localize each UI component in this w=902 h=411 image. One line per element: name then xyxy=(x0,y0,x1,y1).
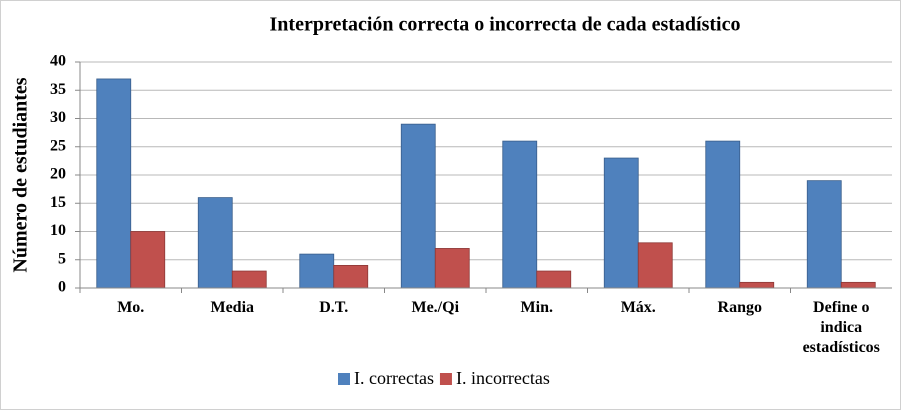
bar xyxy=(434,248,470,289)
bar xyxy=(840,281,876,289)
x-tick-label: Define o indica estadísticos xyxy=(802,299,880,356)
bar xyxy=(130,231,166,289)
bar xyxy=(739,281,775,289)
bar xyxy=(96,78,132,289)
bar xyxy=(231,270,267,289)
y-tick-label: 25 xyxy=(50,137,66,154)
bar xyxy=(197,197,233,289)
chart-title: Interpretación correcta o incorrecta de … xyxy=(270,14,741,36)
legend-swatch xyxy=(338,373,350,385)
y-tick-label: 5 xyxy=(58,250,66,267)
bar xyxy=(603,157,639,289)
y-tick-label: 10 xyxy=(50,222,66,239)
y-tick-label: 35 xyxy=(50,81,66,98)
y-tick-label: 0 xyxy=(58,279,66,296)
y-tick-label: 40 xyxy=(50,53,66,70)
x-tick-label: D.T. xyxy=(319,299,349,316)
bar xyxy=(536,270,572,289)
bar xyxy=(502,140,538,289)
x-tick-label: Me./Qi xyxy=(411,299,460,316)
x-tick-label: Min. xyxy=(520,299,553,316)
x-tick-label: Media xyxy=(210,299,255,316)
legend-label: I. incorrectas xyxy=(456,368,550,388)
legend-label: I. correctas xyxy=(354,368,434,388)
bar xyxy=(333,264,369,289)
x-tick-label: Máx. xyxy=(620,299,656,316)
y-tick-label: 15 xyxy=(50,194,66,211)
bar xyxy=(299,253,335,289)
y-axis-label: Número de estudiantes xyxy=(10,77,32,272)
x-tick-label: Rango xyxy=(717,299,762,316)
y-tick-label: 30 xyxy=(50,109,66,126)
x-tick-label: Mo. xyxy=(117,299,145,316)
bar xyxy=(400,123,436,289)
bar xyxy=(705,140,741,289)
y-tick-label: 20 xyxy=(50,166,66,183)
legend-swatch xyxy=(439,373,452,385)
bar xyxy=(637,242,673,289)
bar xyxy=(806,180,842,289)
